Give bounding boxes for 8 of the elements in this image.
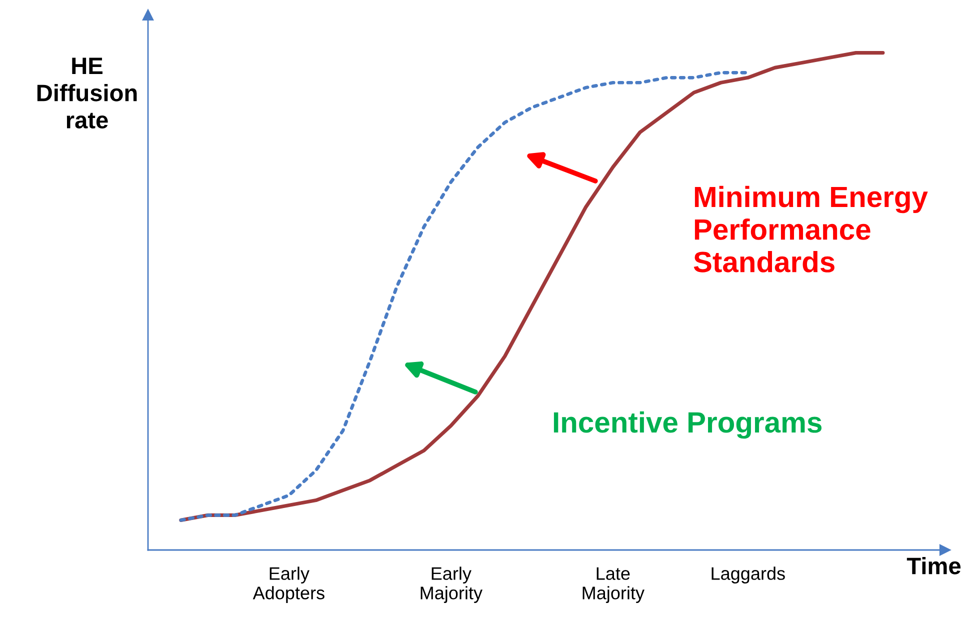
- x-tick-label: Late Majority: [582, 567, 644, 603]
- annotation: Minimum Energy Performance Standards: [694, 186, 928, 272]
- annotation: Incentive Programs: [554, 411, 822, 439]
- x-axis-title: Time: [906, 556, 961, 574]
- x-tick-label: Early Adopters: [252, 566, 324, 603]
- x-tick-label: Laggards: [712, 566, 785, 584]
- y-axis-title: HE Diffusion rate: [37, 58, 137, 128]
- x-tick-label: Early Majority: [420, 566, 482, 603]
